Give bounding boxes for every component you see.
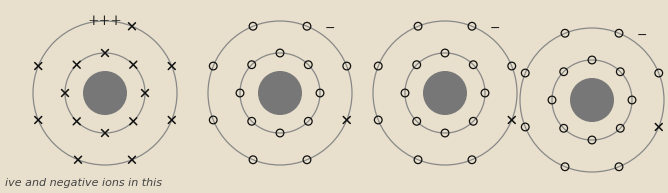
Text: −: − — [325, 21, 335, 35]
Circle shape — [258, 71, 302, 115]
Circle shape — [423, 71, 467, 115]
Text: −: − — [637, 29, 647, 41]
Text: +++: +++ — [88, 14, 122, 28]
Text: ive and negative ions in this: ive and negative ions in this — [5, 178, 162, 188]
Text: −: − — [490, 21, 500, 35]
Circle shape — [83, 71, 127, 115]
Circle shape — [570, 78, 614, 122]
